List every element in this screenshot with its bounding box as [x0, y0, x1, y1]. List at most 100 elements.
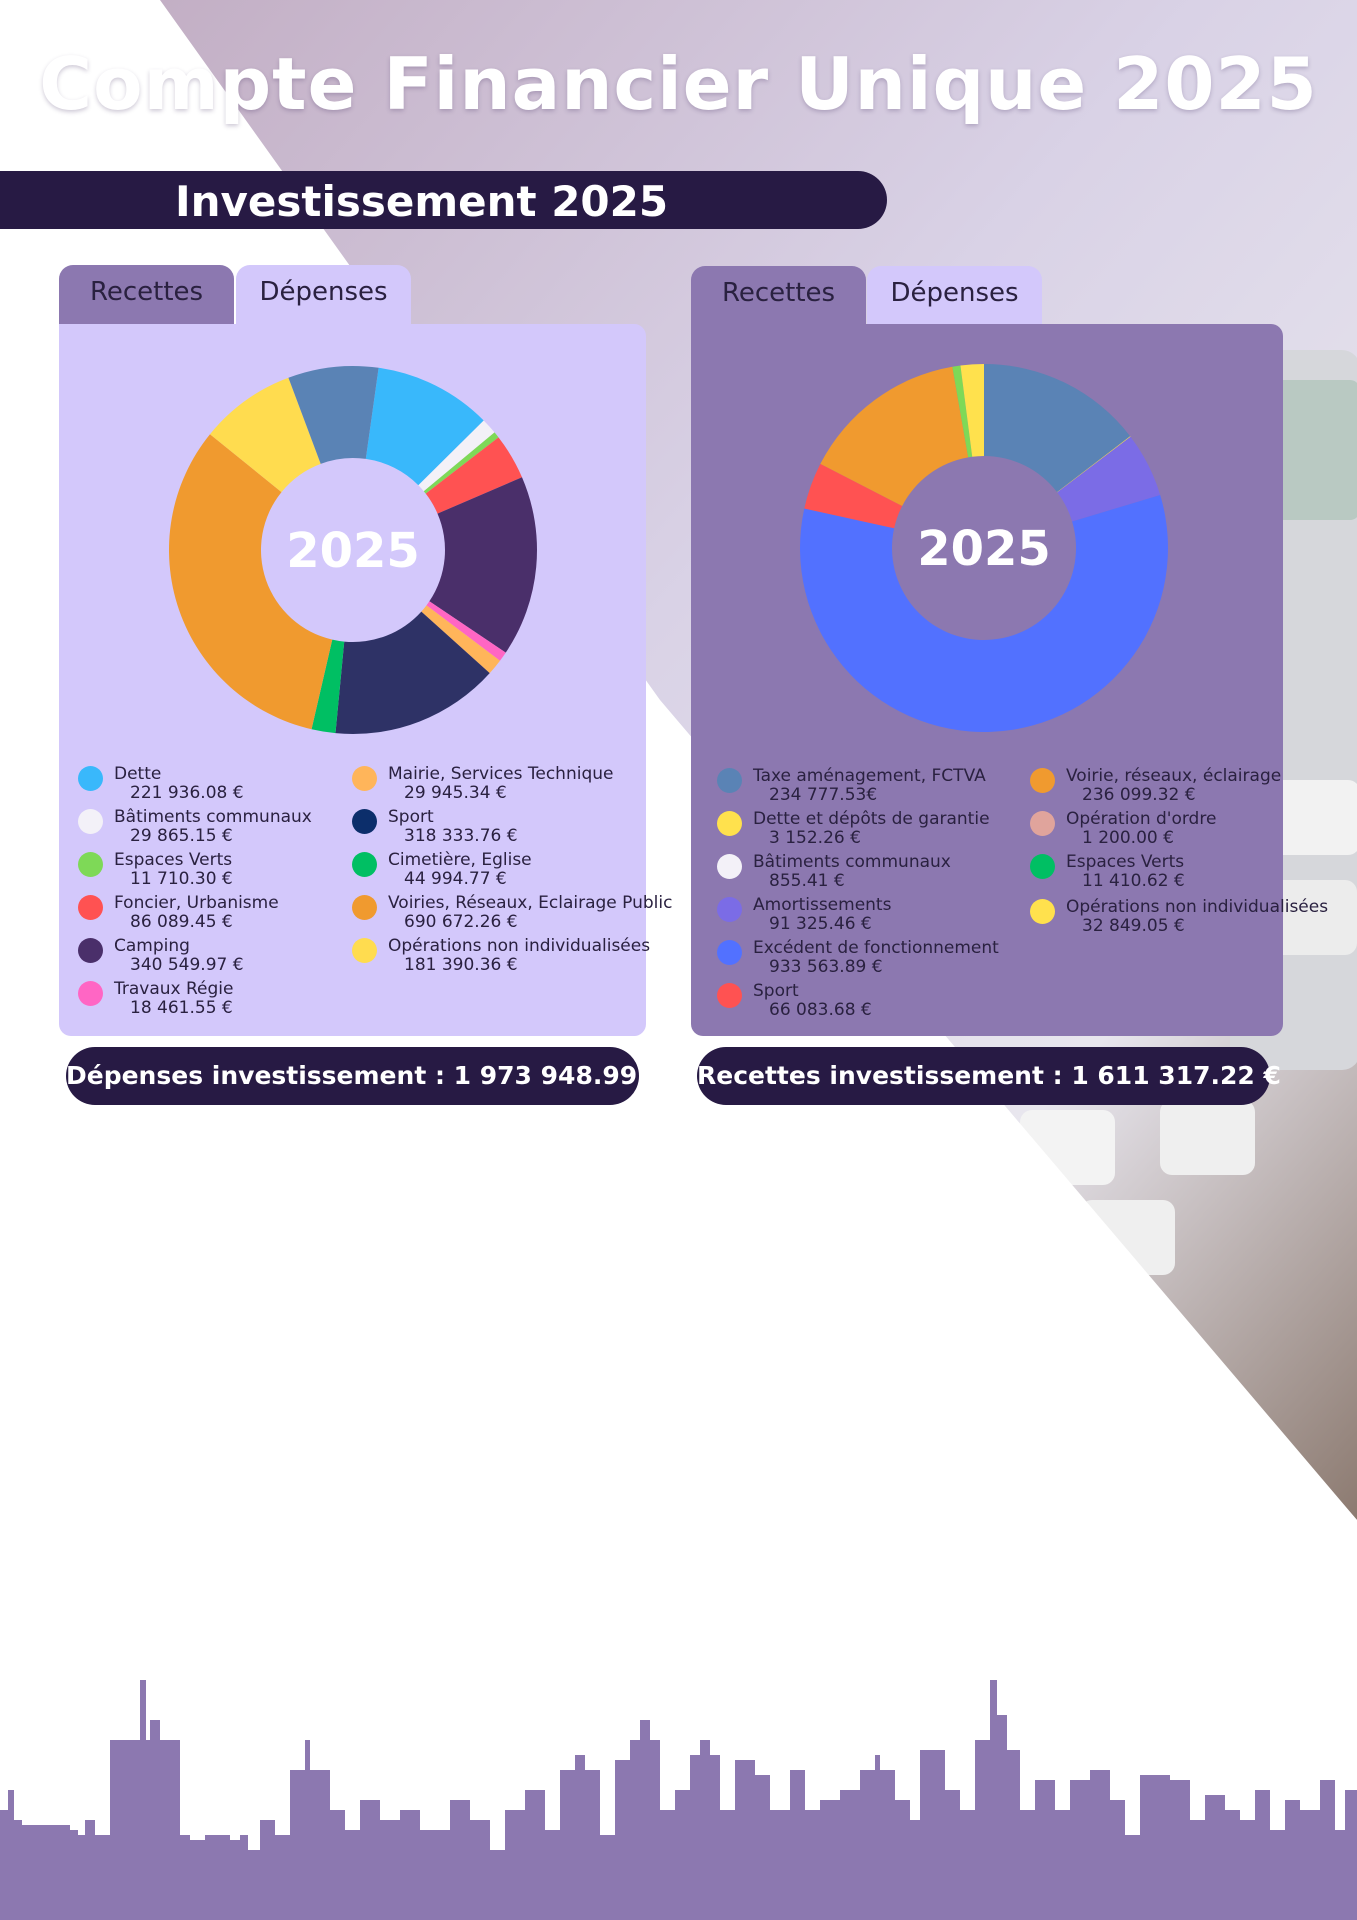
- legend-value: 11 710.30 €: [130, 869, 233, 889]
- tab-recettes-right[interactable]: Recettes: [691, 266, 866, 330]
- legend-label: Dette et dépôts de garantie: [753, 809, 990, 829]
- tab-label: Dépenses: [259, 277, 388, 307]
- legend-value: 66 083.68 €: [769, 1000, 872, 1020]
- legend-value: 181 390.36 €: [404, 955, 518, 975]
- legend-swatch: [1030, 811, 1055, 836]
- tab-label: Recettes: [89, 277, 204, 307]
- pie-slice-10: [209, 377, 321, 493]
- legend-label: Excédent de fonctionnement: [753, 938, 999, 958]
- legend-label: Sport: [753, 981, 799, 1001]
- legend-label: Sport: [388, 807, 434, 827]
- tab-depenses-left[interactable]: Dépenses: [236, 265, 411, 329]
- pie-slice-7: [960, 364, 984, 457]
- tab-recettes-left[interactable]: Recettes: [59, 265, 234, 329]
- legend-swatch: [1030, 768, 1055, 793]
- pie-slice-6: [421, 605, 500, 674]
- pie-slice-1: [1057, 436, 1131, 493]
- legend-label: Taxe aménagement, FCTVA: [753, 766, 986, 786]
- tab-depenses-right[interactable]: Dépenses: [867, 266, 1042, 330]
- page-title: Compte Financier Unique 2025: [39, 42, 1318, 126]
- legend-value: 236 099.32 €: [1082, 785, 1196, 805]
- pie-slice-1: [418, 420, 495, 492]
- pie-slice-4: [429, 477, 537, 653]
- pie-slice-6: [952, 365, 973, 458]
- total-recettes-badge: Recettes investissement : 1 611 317.22 €: [697, 1047, 1281, 1105]
- legend-swatch: [1030, 899, 1055, 924]
- tab-label: Dépenses: [890, 278, 1019, 308]
- legend-label: Voirie, réseaux, éclairage: [1066, 766, 1282, 786]
- legend-swatch: [78, 981, 103, 1006]
- legend-value: 933 563.89 €: [769, 957, 883, 977]
- section-title: Investissement 2025: [175, 177, 669, 226]
- pie-slice-2: [423, 432, 499, 494]
- pie-slice-4: [804, 463, 903, 529]
- pie-slice-8: [311, 639, 345, 734]
- legend-swatch: [352, 895, 377, 920]
- legend-label: Opérations non individualisées: [388, 936, 651, 956]
- legend-value: 86 089.45 €: [130, 912, 233, 932]
- legend-swatch: [717, 897, 742, 922]
- pie-slice-5: [426, 601, 506, 661]
- donut-center-label: 2025: [286, 523, 420, 579]
- tab-label: Recettes: [721, 278, 836, 308]
- legend-label: Mairie, Services Technique: [388, 764, 614, 784]
- legend-value: 29 865.15 €: [130, 826, 233, 846]
- legend-value: 29 945.34 €: [404, 783, 507, 803]
- legend-value: 11 410.62 €: [1082, 871, 1185, 891]
- legend-value: 91 325.46 €: [769, 914, 872, 934]
- legend-label: Camping: [114, 936, 190, 956]
- legend-swatch: [352, 938, 377, 963]
- pie-slice-9: [168, 434, 333, 730]
- legend-swatch: [352, 852, 377, 877]
- depenses-donut-chart: 2025: [168, 366, 537, 734]
- legend-value: 3 152.26 €: [769, 828, 861, 848]
- legend-value: 234 777.53€: [769, 785, 878, 805]
- legend-swatch: [717, 811, 742, 836]
- legend-label: Espaces Verts: [114, 850, 233, 870]
- left-panel: 2025: [59, 324, 646, 1036]
- legend-value: 44 994.77 €: [404, 869, 507, 889]
- pie-slice-extra: [288, 366, 379, 464]
- pie-slice-3: [800, 494, 1168, 732]
- pie-slice-7: [335, 611, 490, 734]
- legend-value: 18 461.55 €: [130, 998, 233, 1018]
- legend-value: 1 200.00 €: [1082, 828, 1174, 848]
- legend-value: 690 672.26 €: [404, 912, 518, 932]
- donut-center-label: 2025: [917, 521, 1051, 577]
- legend-swatch: [78, 766, 103, 791]
- legend-swatch: [352, 766, 377, 791]
- pie-slice-3: [425, 437, 522, 514]
- city-skyline-illustration: [0, 1680, 1357, 1920]
- legend-swatch: [717, 768, 742, 793]
- legend-label: Bâtiments communaux: [114, 807, 312, 827]
- legend-swatch: [352, 809, 377, 834]
- legend-swatch: [78, 938, 103, 963]
- legend-swatch: [717, 983, 742, 1008]
- legend-label: Amortissements: [753, 895, 892, 915]
- legend-label: Bâtiments communaux: [753, 852, 951, 872]
- right-panel: 2025: [691, 324, 1283, 1036]
- legend-swatch: [78, 852, 103, 877]
- legend-label: Opération d'ordre: [1066, 809, 1217, 829]
- pie-slice-2: [1057, 436, 1161, 522]
- legend-label: Dette: [114, 764, 162, 784]
- legend-value: 855.41 €: [769, 871, 845, 891]
- legend-value: 340 549.97 €: [130, 955, 244, 975]
- legend-label: Cimetière, Eglise: [388, 850, 532, 870]
- legend-swatch: [78, 809, 103, 834]
- legend-value: 32 849.05 €: [1082, 916, 1185, 936]
- pie-slice-0: [984, 364, 1131, 493]
- legend-swatch: [1030, 854, 1055, 879]
- legend-label: Opérations non individualisées: [1066, 897, 1329, 917]
- legend-label: Travaux Régie: [114, 979, 234, 999]
- total-depenses-badge: Dépenses investissement : 1 973 948.99 €: [66, 1047, 663, 1105]
- section-banner: Investissement 2025: [0, 171, 887, 229]
- legend-swatch: [717, 940, 742, 965]
- legend-label: Foncier, Urbanisme: [114, 893, 279, 913]
- legend-swatch: [717, 854, 742, 879]
- pie-slice-0: [365, 367, 484, 486]
- pie-slice-5: [820, 366, 969, 506]
- recettes-donut-chart: 2025: [800, 364, 1168, 732]
- legend-value: 221 936.08 €: [130, 783, 244, 803]
- legend-label: Voiries, Réseaux, Eclairage Public: [388, 893, 673, 913]
